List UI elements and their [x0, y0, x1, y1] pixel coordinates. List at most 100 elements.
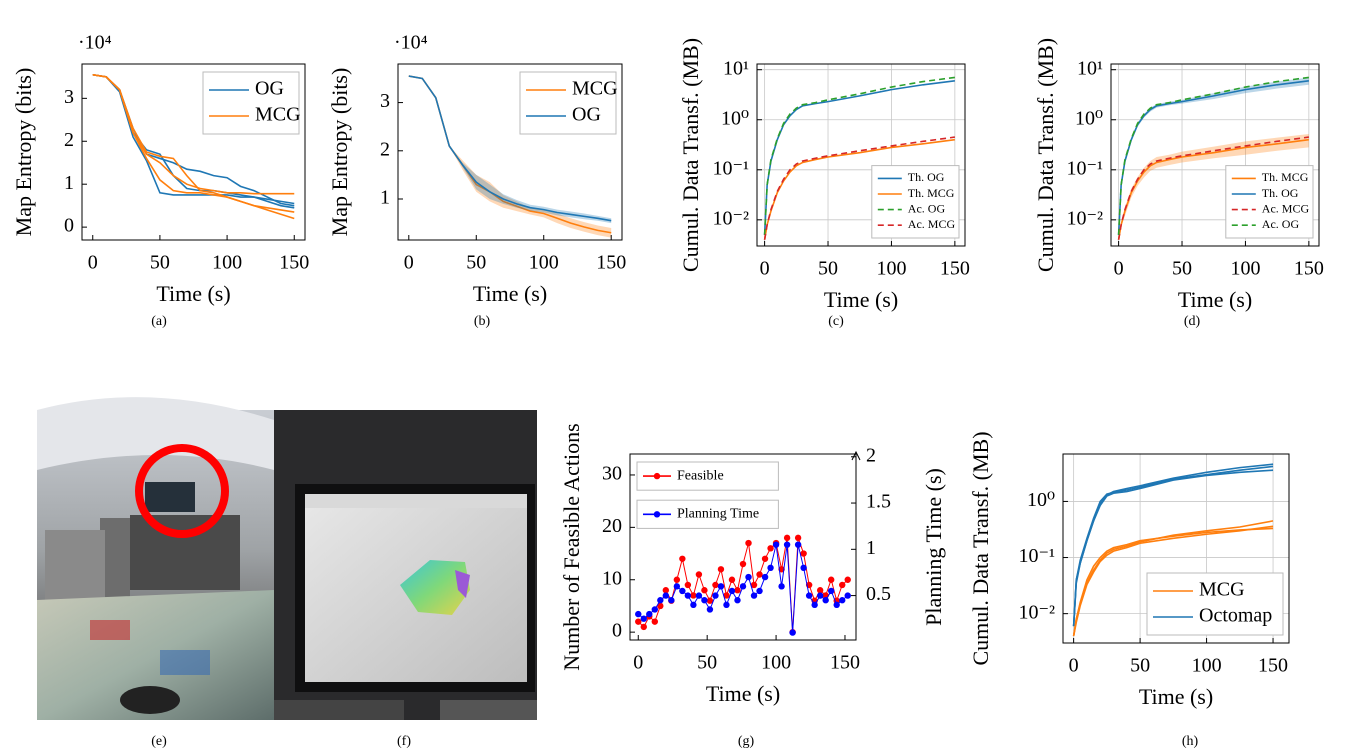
- series-line: [763, 80, 955, 235]
- point: [662, 587, 670, 594]
- y-tick-label: 0: [612, 620, 622, 642]
- point: [657, 597, 664, 604]
- point: [739, 560, 747, 568]
- legend-label: MCG: [255, 104, 301, 126]
- y2-arrow: [851, 450, 861, 461]
- point: [822, 597, 829, 604]
- y-axis-label: Map Entropy (bits): [327, 68, 352, 237]
- y-tick-label: 1: [64, 172, 74, 194]
- legend-label: Ac. OG: [1262, 217, 1300, 231]
- point: [712, 592, 719, 599]
- point: [734, 597, 741, 604]
- legend-label: MCG: [1199, 579, 1245, 601]
- legend-box: [1146, 572, 1284, 636]
- point: [673, 583, 681, 590]
- point: [668, 597, 675, 604]
- x-tick-label: 150: [1294, 258, 1324, 280]
- point: [679, 555, 686, 562]
- point: [750, 581, 758, 589]
- legend-label: Th. MCG: [1262, 170, 1309, 184]
- legend-label: Ac. MCG: [1262, 201, 1310, 215]
- point: [783, 534, 791, 542]
- legend-marker: [653, 511, 661, 518]
- legend-label: Planning Time: [677, 507, 759, 522]
- x-axis-label: Time (s): [156, 281, 230, 306]
- x-axis-label: Time (s): [706, 681, 780, 706]
- x-tick-label: 150: [1258, 655, 1288, 677]
- point: [723, 601, 730, 609]
- legend-label: OG: [255, 78, 284, 100]
- legend-label: Ac. OG: [908, 201, 946, 215]
- run-line: [1072, 527, 1274, 637]
- caption: (h): [1182, 734, 1199, 749]
- y2-tick-label: 1.5: [866, 491, 891, 513]
- y-tick-label: 3: [380, 90, 390, 112]
- point: [789, 629, 796, 636]
- y-tick-label: 10¹: [723, 57, 749, 79]
- caption: (b): [474, 314, 491, 329]
- series-line: [408, 75, 612, 222]
- y-tick-label: 0: [64, 215, 74, 237]
- axes-frame: [1110, 63, 1320, 247]
- series-line: [763, 136, 955, 240]
- x-tick-label: 50: [697, 652, 717, 674]
- panel: 0 50 100 150 0 1 2 3 Time (s) Map Entropy (bits) ·…: [11, 32, 309, 306]
- y-tick-label: 10¹: [1077, 57, 1103, 79]
- x-tick-label: 100: [876, 258, 906, 280]
- y-tick-label: 2: [64, 129, 74, 151]
- point: [811, 601, 818, 609]
- point: [827, 576, 835, 583]
- y-tick-label: 3: [64, 86, 74, 108]
- point: [750, 592, 758, 599]
- point: [844, 592, 851, 599]
- x-tick-label: 100: [761, 652, 791, 674]
- point: [833, 601, 840, 609]
- x-axis-label: Time (s): [473, 281, 547, 306]
- series-line: [1117, 80, 1309, 235]
- y-tick-label: 30: [602, 463, 622, 485]
- point: [739, 583, 747, 590]
- point: [728, 587, 736, 595]
- x-tick-label: 150: [279, 252, 309, 274]
- point: [673, 576, 681, 583]
- point: [690, 601, 697, 609]
- y-multiplier: ·10⁴: [78, 32, 112, 54]
- y-tick-label: 10⁻¹: [712, 157, 749, 179]
- point: [635, 610, 642, 618]
- caption: (d): [1184, 314, 1201, 329]
- point: [651, 606, 659, 613]
- photo-e: [37, 397, 274, 720]
- y-tick-label: 10⁰: [1075, 107, 1103, 129]
- point: [816, 592, 824, 599]
- point: [800, 564, 807, 572]
- x-tick-label: 50: [466, 252, 486, 274]
- legend-box: [202, 71, 300, 135]
- point: [839, 597, 846, 604]
- point: [767, 545, 774, 552]
- confidence-band: [408, 76, 612, 238]
- x-tick-label: 150: [596, 252, 626, 274]
- legend-label: Th. OG: [1262, 186, 1299, 200]
- run-line: [92, 73, 295, 205]
- legend-label: Feasible: [677, 468, 724, 483]
- y-tick-label: 10⁻²: [712, 207, 749, 229]
- point: [657, 602, 664, 610]
- y-tick-label: 20: [602, 515, 622, 537]
- point: [684, 592, 692, 599]
- y-tick-label: 10⁰: [721, 107, 749, 129]
- axes-frame: [629, 453, 857, 641]
- y-multiplier: ·10⁴: [394, 32, 428, 54]
- x-tick-label: 150: [830, 652, 860, 674]
- point: [800, 550, 807, 557]
- point: [816, 587, 824, 594]
- y-tick-label: 10⁻¹: [1018, 545, 1055, 567]
- panel: 0 50 100 150 0 10 20 30 0.5 1 1.5 2 Time (s) Number o…: [559, 423, 946, 706]
- x-tick-label: 50: [818, 258, 838, 280]
- point: [706, 606, 714, 613]
- caption: (a): [151, 314, 167, 329]
- x-tick-label: 0: [1069, 655, 1079, 677]
- point: [745, 573, 752, 581]
- x-tick-label: 150: [940, 258, 970, 280]
- legend-label: Octomap: [1199, 605, 1272, 627]
- x-tick-label: 100: [212, 252, 242, 274]
